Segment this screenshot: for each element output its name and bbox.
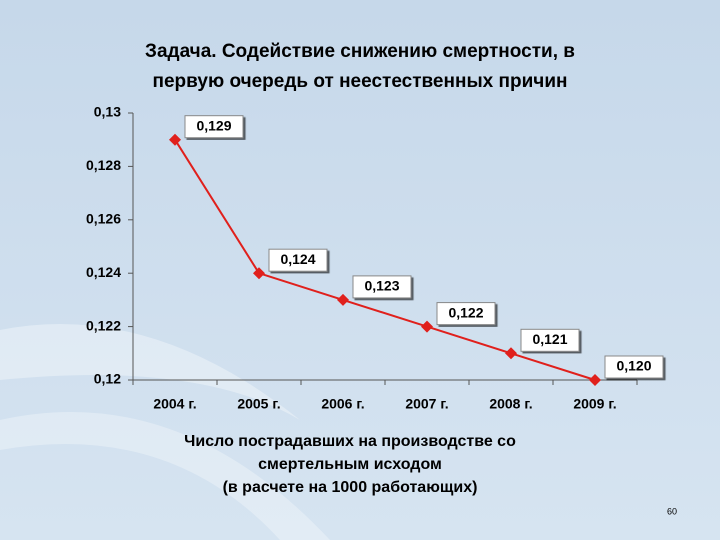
- x-tick-label: 2004 г.: [153, 396, 196, 412]
- x-tick-label: 2006 г.: [321, 396, 364, 412]
- marker: [337, 293, 349, 306]
- label-box: [268, 248, 328, 272]
- y-tick-label: 0,126: [86, 211, 121, 227]
- x-label-line: Число пострадавших на производстве со: [184, 433, 516, 450]
- x-label-line: смертельным исходом: [258, 456, 442, 473]
- line: [174, 139, 596, 381]
- label-box: [436, 302, 496, 326]
- marker: [505, 347, 517, 360]
- title-line: Задача. Содействие снижению смертности, …: [145, 41, 575, 62]
- label-box: [520, 328, 580, 352]
- decor: [0, 324, 300, 420]
- data-label: 0,122: [448, 304, 483, 320]
- decor: [0, 412, 330, 540]
- y-tick-label: 0,12: [94, 371, 121, 387]
- label-box: [604, 355, 664, 379]
- label-box: [352, 275, 412, 299]
- data-label: 0,124: [280, 251, 315, 267]
- y-tick-label: 0,122: [86, 317, 121, 333]
- data-label: 0,123: [364, 278, 399, 294]
- data-label: 0,120: [616, 358, 651, 374]
- marker: [169, 133, 181, 146]
- page-number: 60: [667, 506, 677, 516]
- x-label-line: (в расчете на 1000 работающих): [223, 479, 478, 496]
- title-line: первую очередь от неестественных причин: [153, 71, 568, 92]
- marker: [589, 374, 601, 386]
- data-label: 0,121: [532, 331, 567, 347]
- marker: [421, 320, 433, 333]
- x-tick-label: 2007 г.: [405, 396, 448, 412]
- x-tick-label: 2008 г.: [489, 396, 532, 412]
- x-tick-label: 2009 г.: [573, 396, 616, 412]
- y-tick-label: 0,13: [94, 104, 121, 120]
- label-box: [184, 115, 244, 139]
- x-tick-label: 2005 г.: [237, 396, 280, 412]
- y-tick-label: 0,128: [86, 157, 121, 173]
- data-label: 0,129: [196, 117, 231, 133]
- y-tick-label: 0,124: [86, 264, 121, 280]
- marker: [253, 267, 265, 280]
